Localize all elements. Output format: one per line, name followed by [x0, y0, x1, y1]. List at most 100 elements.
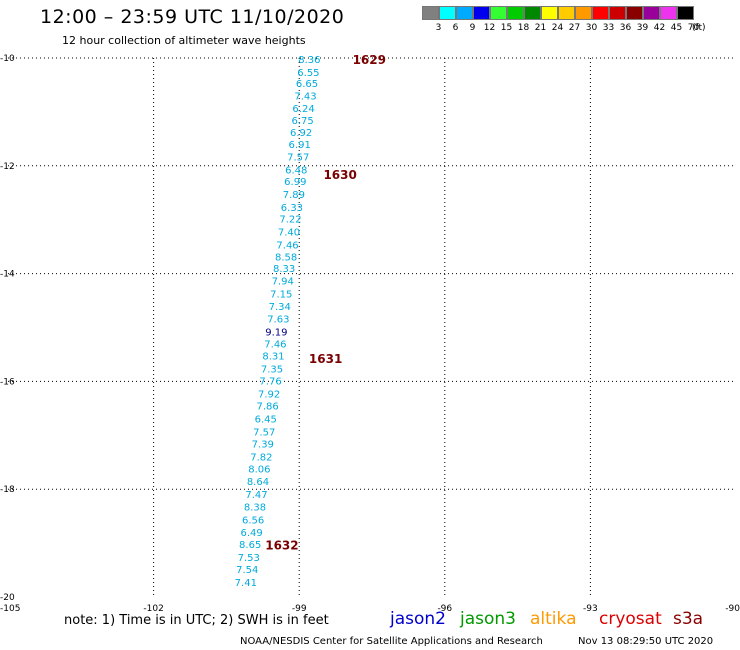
lon-tick-label: -105: [0, 604, 20, 614]
colorbar-label: 42: [653, 23, 666, 33]
colorbar-label: 21: [534, 23, 547, 33]
colorbar-label: 70: [687, 23, 700, 33]
lon-tick-label: -93: [583, 604, 598, 614]
wave-height-value: 8.38: [244, 502, 266, 513]
colorbar-label: 33: [602, 23, 615, 33]
wave-height-value: 7.89: [283, 190, 305, 201]
colorbar-swatch: [439, 6, 456, 20]
pass-time-label: 1631: [309, 352, 342, 366]
lon-tick-label: -96: [437, 604, 452, 614]
lat-tick-label: -18: [0, 485, 15, 495]
wave-height-value: 7.92: [258, 389, 280, 400]
wave-height-value: 8.36: [298, 55, 320, 66]
lat-tick-label: -10: [0, 54, 15, 64]
colorbar-unit: (ft): [692, 23, 706, 33]
wave-height-value: 7.15: [270, 290, 292, 301]
wave-height-value: 7.57: [287, 153, 309, 164]
wave-height-value: 7.76: [259, 376, 281, 387]
wave-height-value: 8.65: [239, 540, 261, 551]
colorbar-swatch: [490, 6, 507, 20]
lon-tick-label: -102: [143, 604, 163, 614]
generation-timestamp: Nov 13 08:29:50 UTC 2020: [578, 636, 714, 647]
wave-height-value: 6.92: [290, 128, 312, 139]
colorbar-label: 30: [585, 23, 598, 33]
map-title: 12:00 – 23:59 UTC 11/10/2020: [40, 6, 345, 28]
colorbar-swatch: [507, 6, 524, 20]
wave-height-value: 7.53: [238, 553, 260, 564]
wave-height-value: 8.31: [262, 352, 284, 363]
legend-altika: altika: [530, 609, 577, 629]
wave-height-value: 7.22: [279, 215, 301, 226]
wave-height-value: 6.55: [297, 68, 319, 79]
wave-height-value: 8.33: [273, 264, 295, 275]
wave-height-value: 6.56: [242, 515, 264, 526]
wave-height-value: 7.63: [267, 314, 289, 325]
wave-height-value: 6.24: [292, 104, 314, 115]
lat-tick-label: -14: [0, 270, 15, 280]
colorbar-swatch: [524, 6, 541, 20]
colorbar-label: 3: [435, 23, 442, 33]
colorbar-swatch: [541, 6, 558, 20]
wave-height-value: 7.82: [250, 452, 272, 463]
wave-height-value: 6.49: [241, 528, 263, 539]
pass-time-label: 1630: [323, 168, 356, 182]
wave-height-value: 7.41: [235, 578, 257, 589]
lat-tick-label: -12: [0, 162, 15, 172]
legend-s3a: s3a: [673, 609, 704, 629]
wave-height-value: 6.75: [291, 116, 313, 127]
legend-cryosat: cryosat: [599, 609, 662, 629]
pass-time-label: 1629: [353, 53, 386, 67]
wave-height-value: 7.54: [236, 565, 258, 576]
wave-height-value: 7.35: [261, 364, 283, 375]
legend-jason3: jason3: [460, 609, 516, 629]
colorbar-label: 27: [568, 23, 581, 33]
colorbar-label: 24: [551, 23, 564, 33]
wave-height-value: 7.43: [294, 92, 316, 103]
lat-tick-label: -20: [0, 593, 15, 603]
wave-height-value: 8.58: [275, 252, 297, 263]
colorbar-label: 18: [517, 23, 530, 33]
lon-tick-label: -90: [725, 604, 740, 614]
wave-height-value: 7.47: [245, 490, 267, 501]
colorbar-label: 45: [670, 23, 683, 33]
pass-time-label: 1632: [265, 539, 298, 553]
lon-tick-label: -99: [292, 604, 307, 614]
lat-tick-label: -16: [0, 377, 15, 387]
colorbar-swatch: [626, 6, 643, 20]
wave-height-value: 7.86: [257, 402, 279, 413]
wave-height-value: 6.33: [281, 203, 303, 214]
colorbar-swatch: [677, 6, 694, 20]
wave-height-value: 6.48: [285, 166, 307, 177]
wave-height-value: 7.34: [269, 302, 291, 313]
wave-height-value: 6.91: [289, 140, 311, 151]
wave-height-value: 6.65: [296, 79, 318, 90]
colorbar-label: 39: [636, 23, 649, 33]
colorbar-swatch: [558, 6, 575, 20]
colorbar-swatch: [422, 6, 439, 20]
colorbar-swatch: [660, 6, 677, 20]
colorbar-label: 6: [452, 23, 459, 33]
wave-height-value: 7.46: [264, 340, 286, 351]
colorbar-swatch: [643, 6, 660, 20]
colorbar-swatch: [456, 6, 473, 20]
colorbar-label: 15: [500, 23, 513, 33]
wave-height-value: 7.46: [276, 240, 298, 251]
credit-line: NOAA/NESDIS Center for Satellite Applica…: [240, 636, 543, 647]
wave-height-value: 6.45: [255, 415, 277, 426]
colorbar-swatch: [592, 6, 609, 20]
colorbar-swatch: [473, 6, 490, 20]
colorbar-label: 12: [483, 23, 496, 33]
wave-height-value: 8.06: [248, 465, 270, 476]
wave-height-value: 7.39: [252, 439, 274, 450]
colorbar-label: 36: [619, 23, 632, 33]
map-subtitle: 12 hour collection of altimeter wave hei…: [62, 34, 306, 47]
wave-height-value: 9.19: [265, 327, 287, 338]
wave-height-value: 7.94: [272, 277, 294, 288]
wave-height-value: 6.99: [284, 177, 306, 188]
legend-jason2: jason2: [390, 609, 446, 629]
wave-height-value: 7.40: [278, 228, 300, 239]
wave-height-value: 8.64: [247, 477, 269, 488]
wave-height-value: 7.57: [253, 428, 275, 439]
colorbar-swatch: [609, 6, 626, 20]
